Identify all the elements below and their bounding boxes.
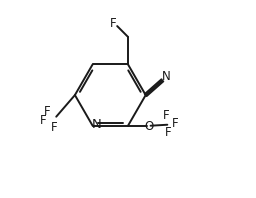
Text: F: F — [165, 127, 172, 140]
Text: N: N — [91, 118, 101, 131]
Text: N: N — [162, 70, 171, 83]
Text: F: F — [163, 109, 170, 122]
Text: O: O — [145, 120, 154, 133]
Text: F: F — [51, 121, 58, 134]
Text: F: F — [110, 17, 117, 30]
Text: F: F — [44, 105, 51, 118]
Text: F: F — [172, 117, 178, 130]
Text: F: F — [40, 114, 47, 127]
